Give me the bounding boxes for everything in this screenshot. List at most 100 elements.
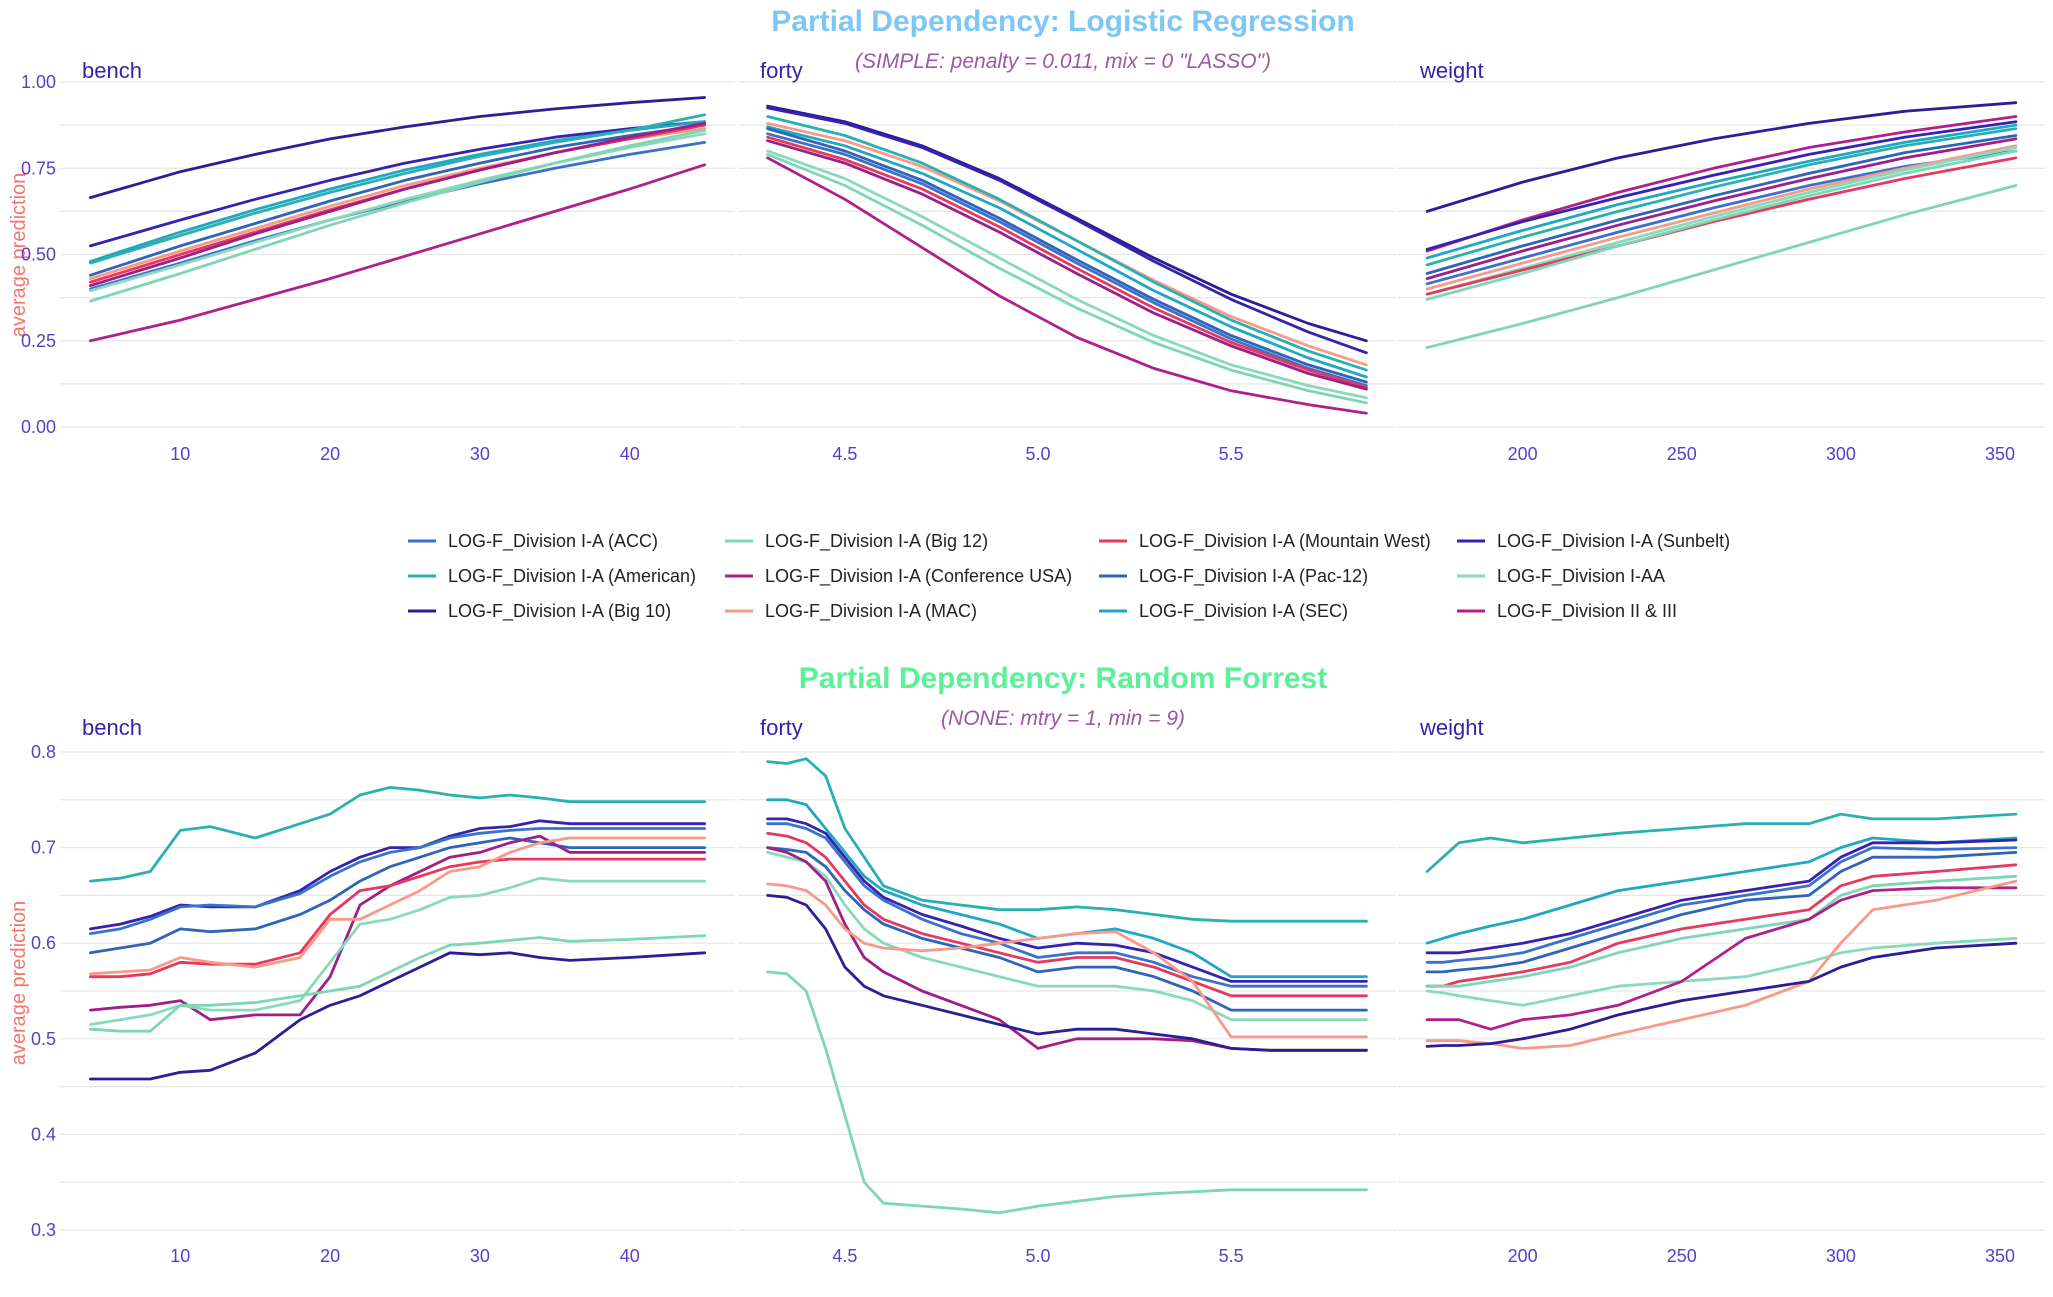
series-line (766, 851, 1368, 1022)
series-line (1425, 156, 2018, 296)
x-tick-label: 250 (1667, 1246, 1697, 1266)
series-line (1425, 851, 2018, 974)
x-tick-label: 4.5 (832, 1246, 857, 1266)
y-tick-label: 0.50 (21, 245, 56, 265)
series-line (1425, 874, 2018, 988)
series-line (1425, 144, 2018, 291)
series-line (1425, 886, 2018, 1031)
series-line (89, 141, 706, 291)
x-tick-label: 30 (470, 444, 490, 464)
series-line (766, 115, 1368, 372)
legend-item: LOG-F_Division I-A (Big 10) (408, 601, 671, 622)
y-tick-label: 0.8 (31, 742, 56, 762)
series-line (766, 798, 1368, 979)
y-tick-label: 0.6 (31, 933, 56, 953)
series-line (89, 876, 706, 1026)
x-tick-label: 40 (620, 444, 640, 464)
series-line (89, 123, 706, 277)
random-forest-panels: 0.3 0.4 0.5 0.6 0.7 0.8 bench 10 20 30 40 forty 4.5 5… (31, 715, 2045, 1266)
x-tick-label: 5.5 (1219, 1246, 1244, 1266)
series-line (766, 817, 1368, 983)
series-line (766, 156, 1368, 415)
series-line (766, 149, 1368, 400)
series-line (1425, 120, 2018, 251)
x-tick-label: 350 (1985, 444, 2015, 464)
series-line (89, 786, 706, 883)
series-line (1425, 879, 2018, 1050)
chart-subtitle-random-forest: (NONE: mtry = 1, min = 9) (941, 707, 1185, 730)
legend-label: LOG-F_Division I-A (Big 12) (765, 531, 988, 552)
legend-label: LOG-F_Division I-A (MAC) (765, 601, 977, 622)
series-line (766, 831, 1368, 998)
x-tick-label: 250 (1667, 444, 1697, 464)
y-tick-label: 0.00 (21, 417, 56, 437)
series-line (1425, 146, 2018, 296)
series-line (89, 934, 706, 1033)
series-line (89, 96, 706, 199)
series-line (766, 970, 1368, 1215)
series-line (1425, 123, 2018, 260)
series-line (1425, 812, 2018, 873)
facet-panel-weight: weight 200 250 300 350 (1398, 715, 2045, 1266)
x-tick-label: 5.0 (1026, 444, 1051, 464)
legend-label: LOG-F_Division I-A (ACC) (448, 531, 658, 552)
series-line (766, 846, 1368, 1012)
legend-label: LOG-F_Division I-A (Mountain West) (1139, 531, 1431, 552)
legend-label: LOG-F_Division I-A (SEC) (1139, 601, 1348, 622)
legend-item: LOG-F_Division I-A (MAC) (725, 601, 977, 622)
series-line (1425, 115, 2018, 253)
x-tick-label: 200 (1508, 1246, 1538, 1266)
facet-strip-label: forty (760, 715, 803, 740)
legend-item: LOG-F_Division I-A (Conference USA) (725, 566, 1072, 587)
series-line (89, 836, 706, 976)
series-line (89, 128, 706, 303)
x-tick-label: 300 (1826, 1246, 1856, 1266)
logistic-regression-panels: 0.00 0.25 0.50 0.75 1.00 bench 10 20 30 40 forty 4.… (21, 58, 2045, 464)
facet-panel-forty: forty 4.5 5.0 5.5 (738, 58, 1396, 464)
series-line (1425, 134, 2018, 275)
y-tick-label: 0.3 (31, 1220, 56, 1240)
legend-item: LOG-F_Division I-A (Mountain West) (1099, 531, 1431, 552)
x-tick-label: 30 (470, 1246, 490, 1266)
y-axis-label-bottom: average prediction (8, 901, 30, 1066)
x-tick-label: 40 (620, 1246, 640, 1266)
series-line (766, 894, 1368, 1052)
facet-panel-bench: bench 10 20 30 40 (60, 58, 735, 464)
series-line (1425, 937, 2018, 1007)
series-line (766, 125, 1368, 379)
legend-label: LOG-F_Division II & III (1497, 601, 1677, 622)
y-axis-label-top: average prediction (8, 173, 30, 338)
facet-strip-label: forty (760, 58, 803, 83)
series-line (89, 122, 706, 287)
y-tick-label: 0.5 (31, 1029, 56, 1049)
series-line (766, 139, 1368, 391)
legend-label: LOG-F_Division I-A (Sunbelt) (1497, 531, 1730, 552)
series-line (89, 951, 706, 1081)
legend-label: LOG-F_Division I-A (Big 10) (448, 601, 671, 622)
series-line (89, 113, 706, 265)
y-tick-label: 0.75 (21, 158, 56, 178)
legend-item: LOG-F_Division I-A (Big 12) (725, 531, 988, 552)
series-line (89, 819, 706, 931)
legend-item: LOG-F_Division I-A (ACC) (408, 531, 658, 552)
series-line (766, 882, 1368, 1039)
series-line (1425, 149, 2018, 286)
legend-label: LOG-F_Division I-A (Conference USA) (765, 566, 1072, 587)
series-line (1425, 838, 2018, 955)
legend-item: LOG-F_Division I-A (Pac-12) (1099, 566, 1368, 587)
y-tick-label: 0.25 (21, 331, 56, 351)
legend-item: LOG-F_Division II & III (1457, 601, 1677, 622)
series-line (1425, 101, 2018, 213)
chart-subtitle-logistic: (SIMPLE: penalty = 0.011, mix = 0 "LASSO… (855, 50, 1271, 73)
legend-label: LOG-F_Division I-AA (1497, 566, 1665, 587)
x-tick-label: 4.5 (832, 444, 857, 464)
series-line (766, 104, 1368, 343)
legend-label: LOG-F_Division I-A (American) (448, 566, 696, 587)
x-tick-label: 5.5 (1219, 444, 1244, 464)
y-tick-label: 1.00 (21, 72, 56, 92)
series-line (766, 127, 1368, 384)
legend-item: LOG-F_Division I-A (SEC) (1099, 601, 1348, 622)
x-tick-label: 5.0 (1026, 1246, 1051, 1266)
facet-strip-label: bench (82, 715, 142, 740)
